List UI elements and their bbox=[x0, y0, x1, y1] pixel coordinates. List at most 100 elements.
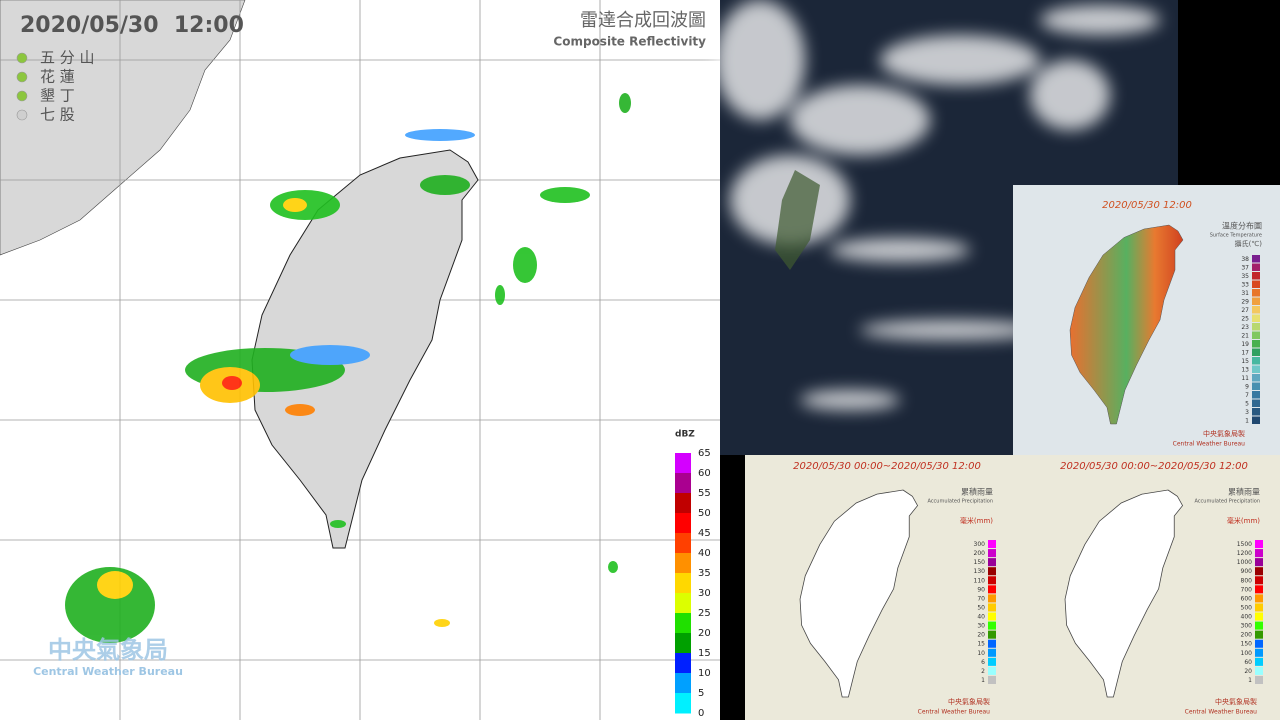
colorbar-label: 30 bbox=[698, 588, 711, 599]
legend-box bbox=[1252, 314, 1260, 322]
legend-label: 19 bbox=[1241, 341, 1249, 348]
legend-box bbox=[1252, 374, 1260, 382]
legend-box bbox=[988, 603, 996, 612]
station-dot bbox=[16, 71, 28, 83]
colorbar-label: 35 bbox=[698, 568, 711, 579]
legend-box bbox=[1252, 340, 1260, 348]
temperature-credit: 中央氣象局製 bbox=[1203, 429, 1245, 438]
rain-period: 2020/05/30 00:00~2020/05/30 12:00 bbox=[1060, 461, 1248, 472]
legend-box bbox=[1252, 289, 1260, 297]
legend-label: 31 bbox=[1241, 290, 1249, 297]
colorbar-label: 45 bbox=[698, 528, 711, 539]
temperature-datetime: 2020/05/30 12:00 bbox=[1102, 200, 1192, 211]
legend-label: 1200 bbox=[1237, 550, 1252, 557]
legend-label: 800 bbox=[1241, 577, 1253, 584]
legend-label: 90 bbox=[977, 586, 985, 593]
station-list: 五 分 山花 蓮墾 丁七 股 bbox=[16, 49, 95, 124]
legend-box bbox=[1255, 567, 1263, 576]
legend-box bbox=[988, 567, 996, 576]
legend-box bbox=[988, 639, 996, 648]
station-name: 墾 丁 bbox=[40, 87, 75, 105]
colorbar-segment bbox=[675, 513, 691, 534]
legend-label: 17 bbox=[1241, 349, 1249, 356]
logo-name-en: Central Weather Bureau bbox=[33, 665, 183, 678]
legend-box bbox=[988, 621, 996, 630]
legend-box bbox=[1252, 416, 1260, 424]
legend-box bbox=[1252, 272, 1260, 280]
legend-label: 6 bbox=[981, 659, 985, 666]
colorbar-label: 40 bbox=[698, 548, 711, 559]
rain-credit: 中央氣象局製 bbox=[1215, 697, 1257, 706]
legend-label: 35 bbox=[1241, 273, 1249, 280]
colorbar-label: 10 bbox=[698, 668, 711, 679]
legend-box bbox=[988, 585, 996, 594]
rain-subtitle: Accumulated Precipitation bbox=[1194, 499, 1260, 505]
legend-label: 15 bbox=[1241, 358, 1249, 365]
legend-box bbox=[1255, 585, 1263, 594]
mainland-coast bbox=[0, 0, 246, 256]
temperature-title: 溫度分布圖 bbox=[1222, 221, 1262, 231]
legend-box bbox=[988, 549, 996, 558]
legend-label: 37 bbox=[1241, 264, 1249, 271]
legend-label: 300 bbox=[1241, 623, 1253, 630]
legend-box bbox=[988, 666, 996, 675]
legend-box bbox=[1252, 306, 1260, 314]
temperature-credit-en: Central Weather Bureau bbox=[1173, 441, 1246, 448]
legend-label: 400 bbox=[1241, 614, 1253, 621]
legend-box bbox=[1252, 323, 1260, 331]
station-name: 五 分 山 bbox=[40, 49, 95, 67]
legend-label: 33 bbox=[1241, 281, 1249, 288]
station-dot bbox=[16, 90, 28, 102]
colorbar-label: 25 bbox=[698, 608, 711, 619]
legend-box bbox=[988, 630, 996, 639]
legend-box bbox=[988, 657, 996, 666]
legend-label: 11 bbox=[1241, 375, 1249, 382]
rain-unit: 毫米(mm) bbox=[1227, 516, 1260, 525]
legend-box bbox=[988, 558, 996, 567]
legend-box bbox=[1255, 657, 1263, 666]
colorbar-segment bbox=[675, 653, 691, 674]
legend-box bbox=[988, 648, 996, 657]
radar-datetime: 2020/05/30 12:00 bbox=[20, 13, 244, 38]
legend-box bbox=[988, 540, 996, 549]
station-name: 花 蓮 bbox=[40, 68, 75, 86]
legend-box bbox=[1255, 594, 1263, 603]
legend-box bbox=[1252, 280, 1260, 288]
legend-label: 1 bbox=[1245, 417, 1249, 424]
colorbar-label: 65 bbox=[698, 448, 711, 459]
legend-label: 23 bbox=[1241, 324, 1249, 331]
legend-label: 15 bbox=[977, 641, 985, 648]
satellite-land bbox=[775, 170, 820, 270]
legend-label: 500 bbox=[1241, 604, 1253, 611]
legend-label: 130 bbox=[974, 568, 986, 575]
rain-title: 累積雨量 bbox=[961, 487, 993, 497]
legend-box bbox=[1252, 297, 1260, 305]
legend-box bbox=[1255, 630, 1263, 639]
colorbar-segment bbox=[675, 493, 691, 514]
legend-box bbox=[988, 594, 996, 603]
legend-box bbox=[1252, 365, 1260, 373]
legend-label: 110 bbox=[974, 577, 986, 584]
legend-label: 900 bbox=[1241, 568, 1253, 575]
rain-credit: 中央氣象局製 bbox=[948, 697, 990, 706]
legend-box bbox=[1252, 348, 1260, 356]
radar-echoes bbox=[65, 93, 631, 643]
legend-label: 200 bbox=[974, 550, 986, 557]
colorbar-segment bbox=[675, 473, 691, 494]
colorbar-segment bbox=[675, 693, 691, 714]
legend-label: 13 bbox=[1241, 366, 1249, 373]
colorbar-segment bbox=[675, 613, 691, 634]
colorbar-label: 60 bbox=[698, 468, 711, 479]
temperature-subtitle: Surface Temperature bbox=[1210, 233, 1262, 239]
rain-subtitle: Accumulated Precipitation bbox=[927, 499, 993, 505]
legend-label: 3 bbox=[1245, 409, 1249, 416]
legend-label: 600 bbox=[1241, 595, 1253, 602]
legend-box bbox=[1255, 612, 1263, 621]
legend-box bbox=[988, 675, 996, 684]
colorbar-label: 50 bbox=[698, 508, 711, 519]
colorbar-segment bbox=[675, 593, 691, 614]
legend-label: 25 bbox=[1241, 315, 1249, 322]
